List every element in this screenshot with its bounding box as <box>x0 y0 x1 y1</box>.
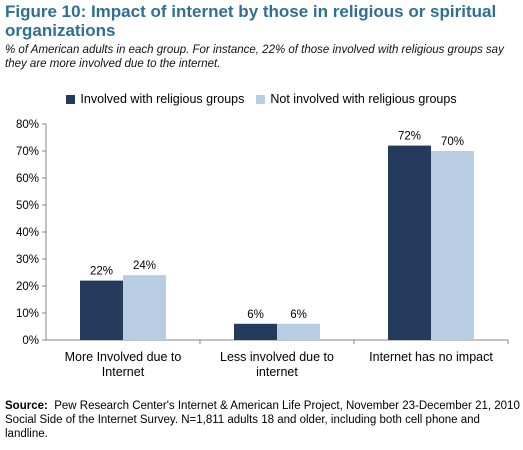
legend-item-not-involved: Not involved with religious groups <box>256 92 457 106</box>
y-tick-label: 0% <box>22 335 39 347</box>
legend-swatch-not-involved <box>256 94 266 104</box>
chart-subtitle: % of American adults in each group. For … <box>5 44 504 70</box>
data-label: 70% <box>441 136 464 148</box>
data-label: 22% <box>90 266 113 278</box>
bar <box>234 323 277 340</box>
data-label: 72% <box>398 131 421 143</box>
bar <box>123 275 166 340</box>
y-tick-label: 60% <box>16 173 39 185</box>
y-tick-label: 10% <box>16 308 39 320</box>
bar <box>80 280 123 340</box>
y-tick-label: 40% <box>16 227 39 239</box>
y-tick-label: 50% <box>16 200 39 212</box>
y-tick-label: 80% <box>16 119 39 131</box>
bar <box>277 323 320 340</box>
x-tick-label: Less involved due to <box>220 350 334 364</box>
x-tick-label: More Involved due to <box>65 350 182 364</box>
legend-label-not-involved: Not involved with religious groups <box>270 92 457 106</box>
source-note: Source: Pew Research Center's Internet &… <box>5 399 520 441</box>
y-tick-label: 20% <box>16 281 39 293</box>
y-tick-label: 30% <box>16 254 39 266</box>
legend: Involved with religious groups Not invol… <box>0 92 523 106</box>
y-tick-label: 70% <box>16 146 39 158</box>
bar <box>431 151 474 340</box>
bar <box>388 145 431 340</box>
legend-item-involved: Involved with religious groups <box>66 92 244 106</box>
x-tick-label: Internet <box>102 365 145 379</box>
legend-swatch-involved <box>66 94 76 104</box>
x-tick-label: internet <box>256 365 298 379</box>
legend-label-involved: Involved with religious groups <box>80 92 245 106</box>
x-tick-label: Internet has no impact <box>369 350 493 364</box>
chart-title: Figure 10: Impact of internet by those i… <box>5 2 497 40</box>
data-label: 24% <box>133 260 156 272</box>
source-label: Source: <box>5 400 48 412</box>
data-label: 6% <box>247 309 264 321</box>
source-text: Pew Research Center's Internet & America… <box>5 400 520 440</box>
data-label: 6% <box>290 309 307 321</box>
